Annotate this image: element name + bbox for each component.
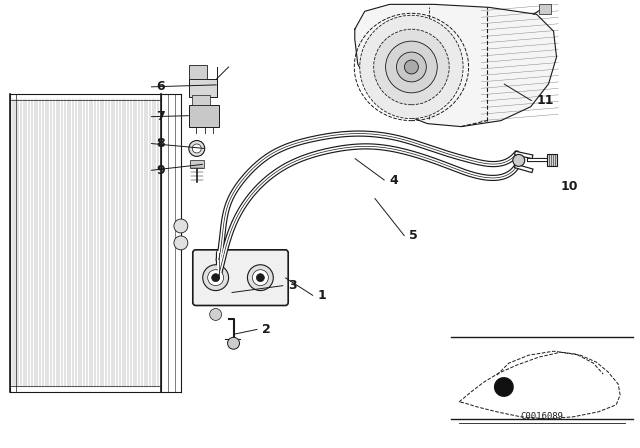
Circle shape (210, 309, 221, 320)
Text: 10: 10 (561, 180, 578, 193)
Circle shape (203, 265, 228, 291)
Bar (547, 155, 557, 166)
Circle shape (208, 270, 223, 286)
Text: 7: 7 (156, 110, 164, 123)
FancyBboxPatch shape (193, 250, 288, 306)
Circle shape (189, 141, 205, 156)
Circle shape (192, 144, 201, 153)
Bar (189, 105, 219, 127)
Circle shape (228, 337, 239, 349)
Text: 2: 2 (262, 323, 271, 336)
Bar (189, 79, 217, 97)
Circle shape (385, 41, 437, 93)
Text: 8: 8 (156, 137, 164, 150)
Circle shape (257, 274, 264, 282)
Circle shape (397, 52, 426, 82)
Circle shape (494, 377, 514, 397)
Bar (190, 160, 204, 168)
Text: 11: 11 (537, 94, 554, 107)
Circle shape (513, 155, 525, 166)
Circle shape (248, 265, 273, 291)
Circle shape (174, 236, 188, 250)
Polygon shape (355, 4, 557, 127)
Circle shape (374, 29, 449, 105)
Bar (189, 65, 207, 79)
Bar (10, 94, 161, 392)
Circle shape (174, 219, 188, 233)
Circle shape (212, 274, 220, 282)
Text: 1: 1 (318, 289, 327, 302)
Text: 4: 4 (390, 174, 398, 187)
Text: 5: 5 (410, 229, 418, 242)
Text: 6: 6 (156, 80, 164, 93)
Circle shape (404, 60, 419, 74)
Bar (192, 95, 210, 105)
Text: 3: 3 (288, 279, 297, 292)
Polygon shape (459, 352, 620, 419)
Text: 9: 9 (156, 164, 164, 177)
Circle shape (252, 270, 268, 286)
Circle shape (360, 15, 463, 119)
Text: C0016089: C0016089 (520, 412, 564, 421)
Bar (539, 4, 550, 14)
